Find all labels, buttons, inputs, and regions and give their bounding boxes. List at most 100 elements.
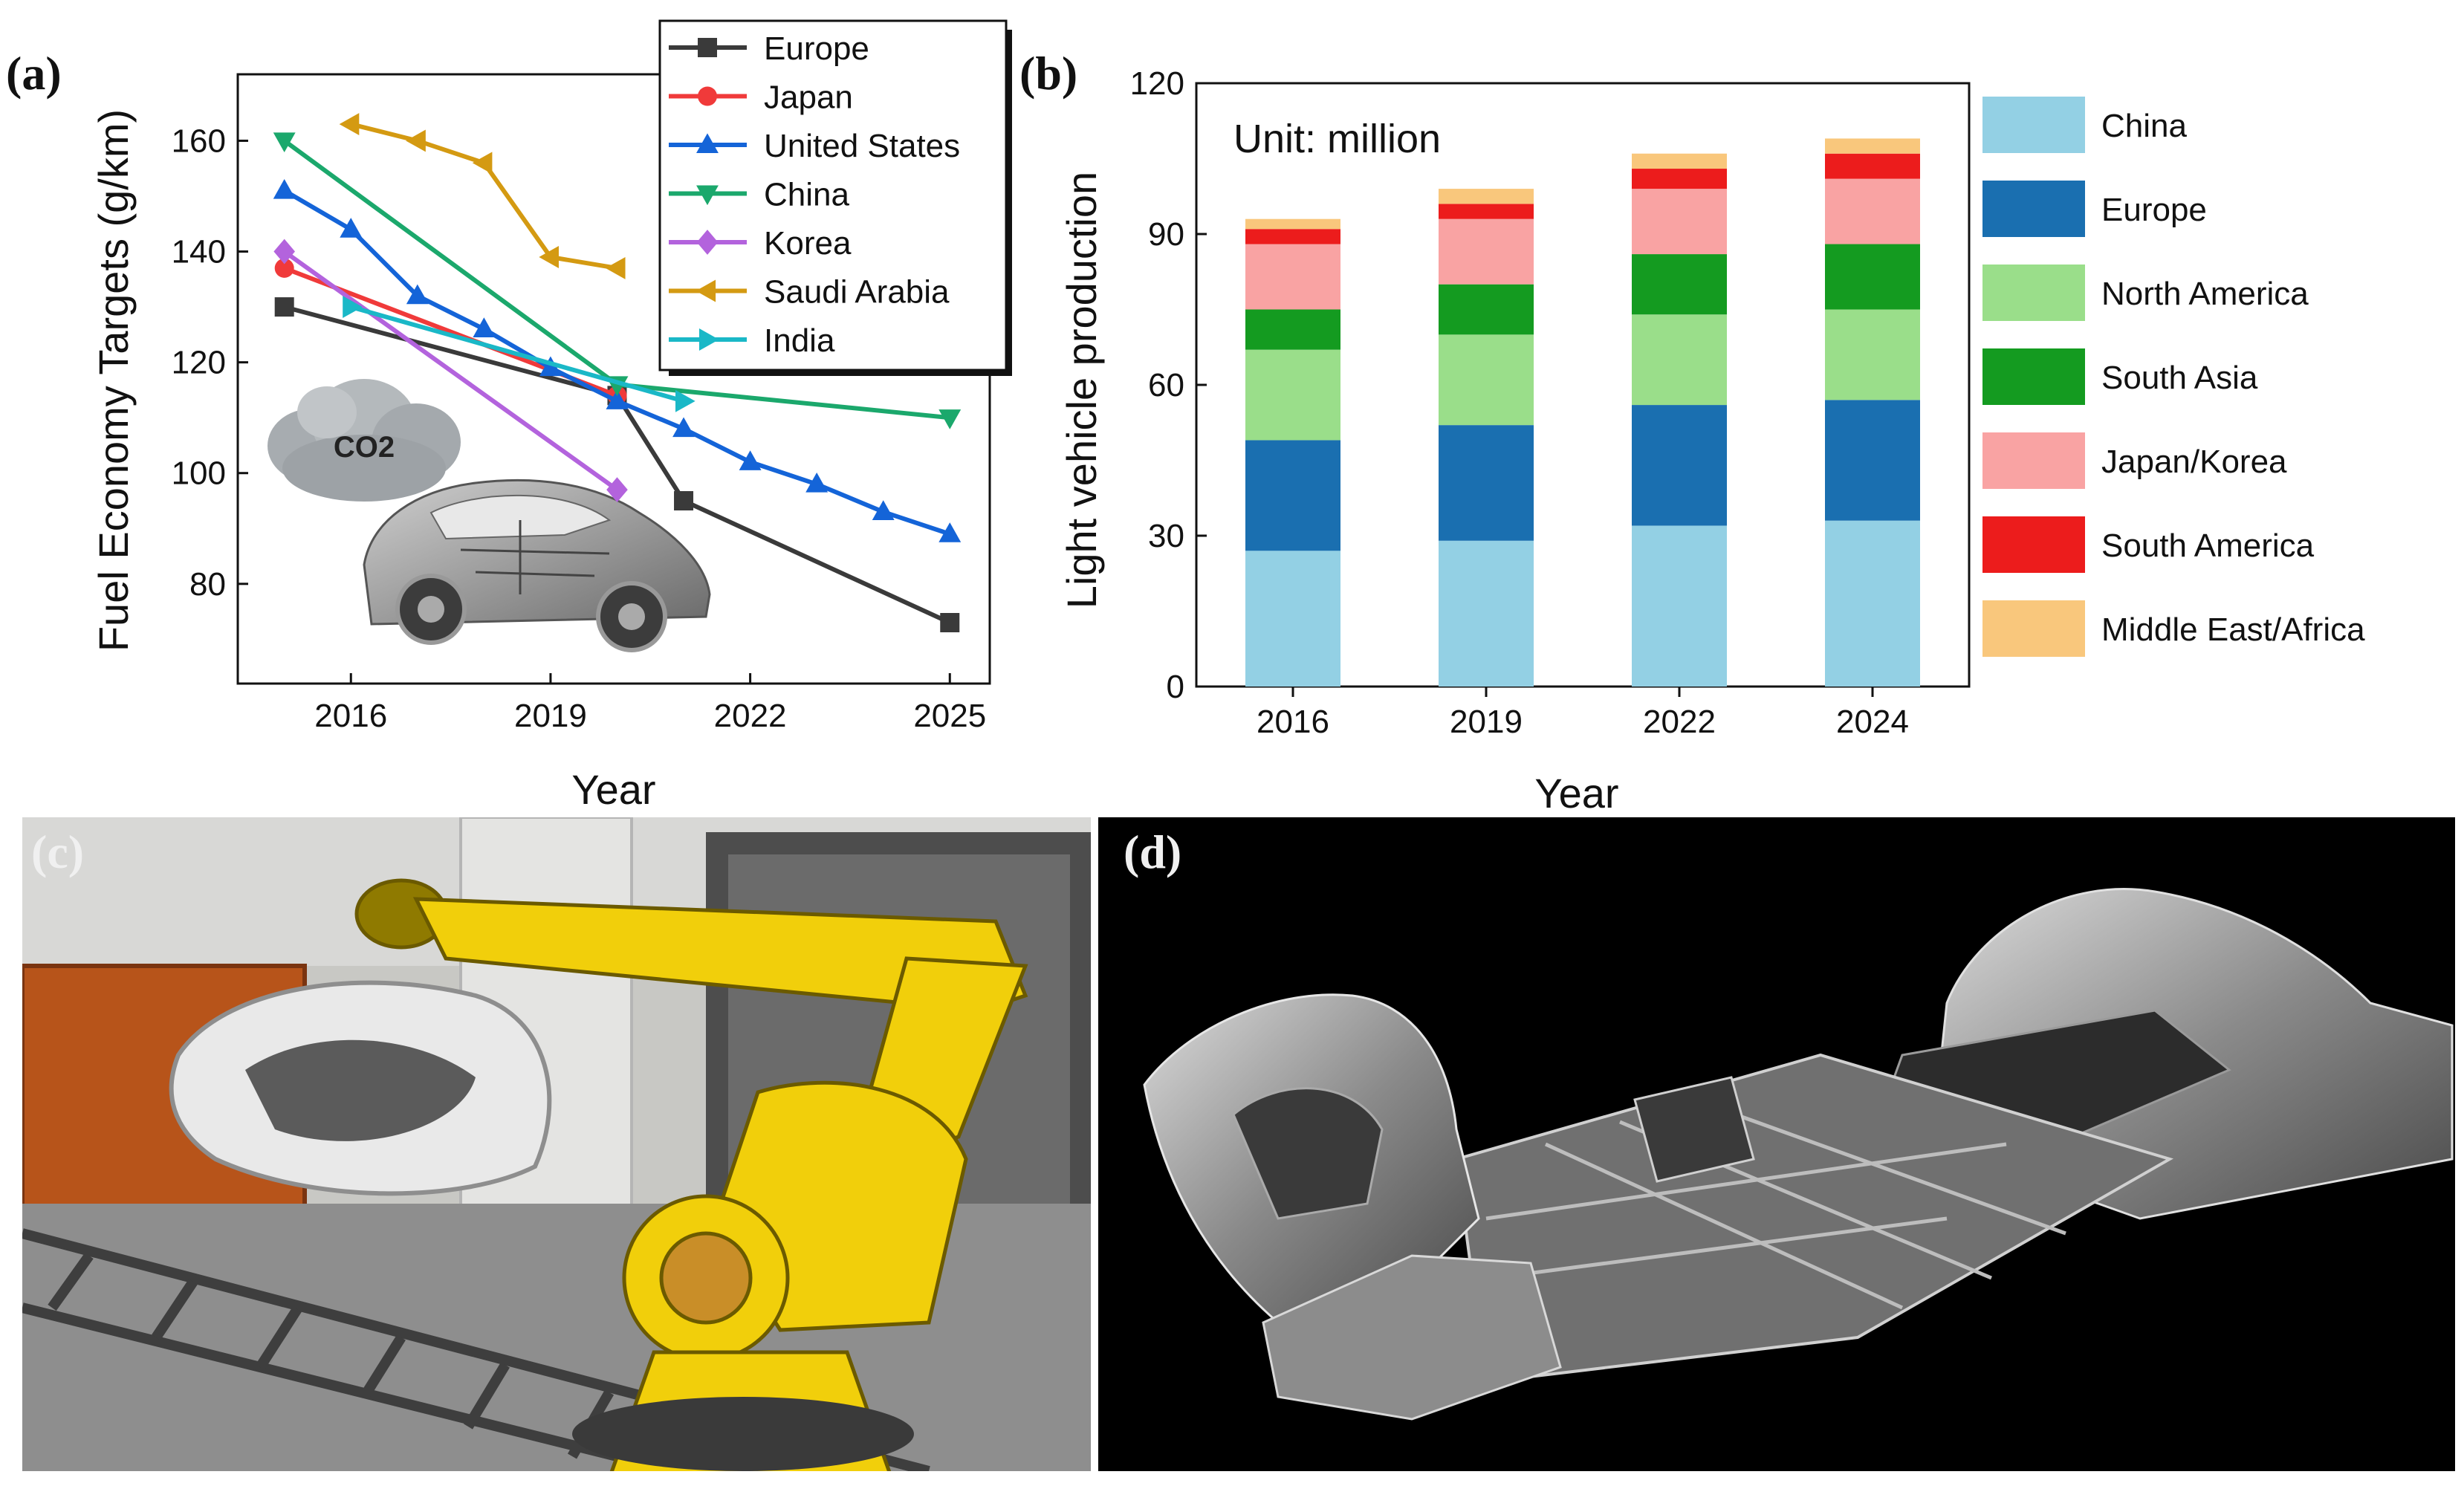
bar-segment-japan-korea-2022 <box>1632 189 1727 255</box>
legend-label-europe: Europe <box>2101 192 2207 228</box>
data-point-europe <box>940 613 960 632</box>
bar-segment-south-asia-2016 <box>1245 309 1340 350</box>
bar-segment-south-asia-2019 <box>1439 284 1534 335</box>
bar-segment-middle-east-africa-2019 <box>1439 189 1534 204</box>
bar-segment-china-2019 <box>1439 540 1534 687</box>
legend-label-china: China <box>764 177 849 213</box>
legend-marker-korea <box>696 230 719 255</box>
photo-robot-arm: (c) <box>22 817 1091 1471</box>
legend-marker-saudi-arabia <box>696 279 716 302</box>
legend-marker-united-states <box>696 133 719 154</box>
x-tick-label-a: 2019 <box>514 698 587 734</box>
x-tick-label-b: 2016 <box>1257 704 1329 740</box>
x-tick-label-b: 2019 <box>1450 704 1523 740</box>
unit-annotation: Unit: million <box>1233 117 1441 161</box>
legend-marker-japan <box>698 86 717 106</box>
bar-segment-north-america-2022 <box>1632 314 1727 406</box>
data-point-united-states <box>606 389 629 409</box>
bar-segment-japan-korea-2019 <box>1439 218 1534 285</box>
legend-swatch-middle-east-africa <box>1982 600 2085 657</box>
photo-vehicle-platform: (d) <box>1098 817 2455 1471</box>
bar-segment-japan-korea-2024 <box>1825 178 1920 244</box>
legend-label-japan-korea: Japan/Korea <box>2101 444 2287 480</box>
legend-label-middle-east-africa: Middle East/Africa <box>2101 611 2365 648</box>
bar-segment-south-asia-2022 <box>1632 254 1727 315</box>
legend-label-europe: Europe <box>764 30 869 67</box>
legend-label-india: India <box>764 322 835 359</box>
series-line-europe <box>283 305 951 625</box>
x-tick-label-a: 2022 <box>714 698 787 734</box>
bar-segment-south-america-2016 <box>1245 229 1340 244</box>
y-tick-label-b: 0 <box>1167 669 1184 705</box>
data-point-united-states <box>273 178 296 199</box>
y-tick-label-b: 90 <box>1148 216 1184 253</box>
panel-label-c: (c) <box>31 825 84 878</box>
data-point-europe <box>274 297 294 317</box>
axes-frame-a <box>236 73 991 685</box>
legend-label-south-america: South America <box>2101 528 2315 564</box>
bar-segment-europe-2019 <box>1439 425 1534 541</box>
data-point-korea <box>606 477 628 502</box>
data-point-saudi-arabia <box>605 256 626 279</box>
co2-cloud-icon <box>268 379 461 502</box>
data-point-europe <box>674 491 694 510</box>
bar-segment-china-2016 <box>1245 551 1340 687</box>
data-point-united-states <box>672 417 695 438</box>
series-line-india <box>350 305 684 403</box>
data-point-saudi-arabia <box>339 113 360 136</box>
data-point-united-states <box>938 522 962 542</box>
legend-swatch-japan-korea <box>1982 432 2085 489</box>
bar-segment-north-america-2024 <box>1825 309 1920 400</box>
data-point-united-states <box>872 500 895 520</box>
legend-swatch-south-america <box>1982 516 2085 573</box>
x-tick-label-a: 2016 <box>314 698 387 734</box>
series-line-saudi-arabia <box>350 122 617 270</box>
bar-segment-japan-korea-2016 <box>1245 244 1340 310</box>
y-tick-label-b: 120 <box>1130 65 1184 102</box>
data-point-india <box>675 389 696 412</box>
legend-marker-india <box>698 328 719 351</box>
data-point-united-states <box>406 284 429 305</box>
legend-swatch-europe <box>1982 181 2085 237</box>
legend-b: China Europe North America South Asia Japan/… <box>1982 97 2365 657</box>
legend-label-north-america: North America <box>2101 276 2309 312</box>
legend-label-korea: Korea <box>764 225 852 262</box>
data-point-saudi-arabia <box>406 129 426 152</box>
legend-label-saudi-arabia: Saudi Arabia <box>764 274 950 311</box>
bar-segment-china-2022 <box>1632 525 1727 687</box>
y-axis-title-a: Fuel Economy Targets (g/km) <box>90 109 137 652</box>
y-tick-label-a: 80 <box>189 566 226 603</box>
y-tick-label-a: 160 <box>172 123 226 159</box>
y-tick-label-a: 120 <box>172 345 226 381</box>
bar-segment-europe-2022 <box>1632 405 1727 526</box>
x-axis-title-a: Year <box>571 766 655 813</box>
legend-swatch-china <box>1982 97 2085 153</box>
legend-label-united-states: United States <box>764 128 960 164</box>
x-tick-label-b: 2022 <box>1643 704 1716 740</box>
bar-segment-middle-east-africa-2022 <box>1632 153 1727 169</box>
bar-segment-south-asia-2024 <box>1825 244 1920 310</box>
panel-label-b: (b) <box>1019 47 1077 100</box>
legend-label-china: China <box>2101 108 2187 144</box>
y-tick-label-a: 140 <box>172 234 226 270</box>
chart-b: (b) Unit: million 0 30 60 90 120 2016 2019 2022… <box>1019 47 2365 817</box>
x-tick-label-a: 2025 <box>913 698 986 734</box>
co2-label: CO2 <box>334 431 395 464</box>
legend-label-south-asia: South Asia <box>2101 360 2258 396</box>
car-icon <box>363 478 711 652</box>
series-line-korea <box>282 250 619 492</box>
x-axis-title-b: Year <box>1534 770 1618 817</box>
legend-label-japan: Japan <box>764 80 853 116</box>
data-point-china <box>938 409 962 429</box>
bar-segment-europe-2016 <box>1245 440 1340 551</box>
data-point-united-states <box>805 473 829 493</box>
legend-swatch-north-america <box>1982 265 2085 321</box>
bar-segment-north-america-2016 <box>1245 349 1340 441</box>
car-illustration: CO2 <box>268 379 711 652</box>
bar-segment-china-2024 <box>1825 520 1920 687</box>
data-point-saudi-arabia <box>539 246 559 268</box>
legend-a: Europe Japan United States China Korea Saudi … <box>658 19 1012 376</box>
data-point-japan <box>274 258 294 278</box>
bar-segment-north-america-2019 <box>1439 334 1534 426</box>
bar-segment-south-america-2022 <box>1632 169 1727 189</box>
